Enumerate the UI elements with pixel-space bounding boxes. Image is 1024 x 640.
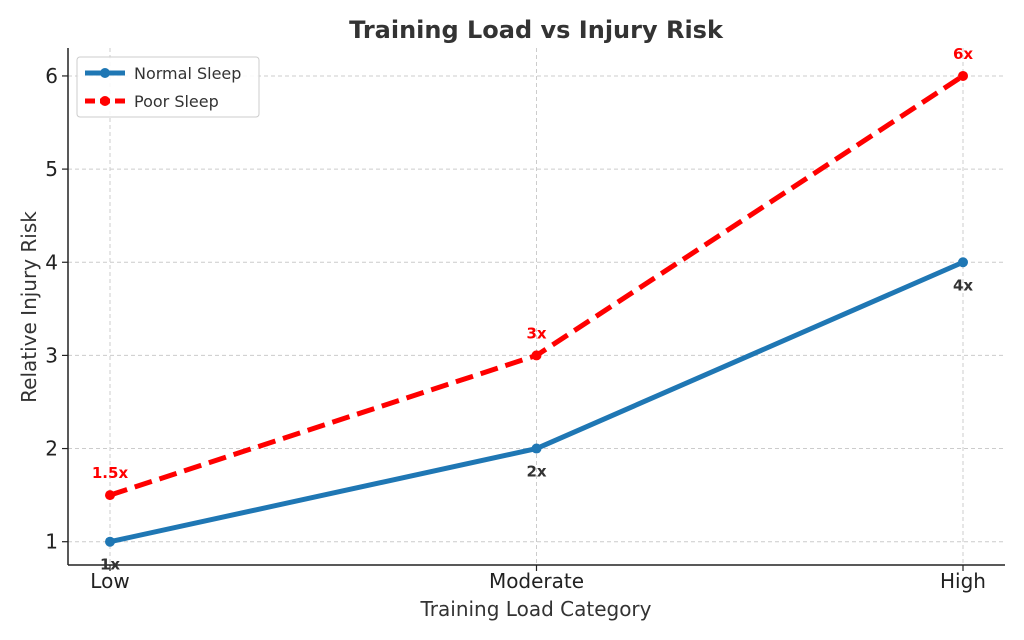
legend-marker-2 — [100, 96, 110, 106]
series-point-2 — [958, 70, 968, 81]
data-label-2: 3x — [526, 324, 546, 342]
y-tick-label: 1 — [45, 530, 58, 554]
legend-marker-1 — [100, 68, 110, 78]
data-label-2: 1.5x — [92, 464, 129, 482]
chart-title: Training Load vs Injury Risk — [349, 16, 724, 44]
x-axis-label: Training Load Category — [420, 597, 652, 621]
x-tick-label: Moderate — [489, 569, 584, 593]
data-label-1: 2x — [526, 463, 546, 481]
legend-entry-2: Poor Sleep — [134, 92, 219, 111]
legend: Normal Sleep Poor Sleep — [76, 56, 260, 118]
series-line-2 — [109, 73, 965, 498]
y-tick-label: 5 — [45, 157, 58, 181]
y-tick-label: 6 — [45, 64, 58, 88]
data-label-1: 1x — [100, 556, 120, 574]
data-labels: 1x 2x 4x 1.5x 3x 6x — [92, 45, 973, 574]
x-tick-label: High — [940, 569, 986, 593]
y-tick-label: 4 — [45, 250, 58, 274]
series-point-1 — [958, 257, 968, 268]
x-tick-label: Low — [90, 569, 129, 593]
series-point-1 — [105, 536, 115, 547]
series-point-1 — [531, 443, 542, 454]
series-point-2 — [531, 350, 542, 361]
series-point-2 — [105, 490, 115, 501]
y-tick-label: 2 — [45, 437, 58, 461]
data-label-1: 4x — [953, 276, 973, 294]
y-axis-label: Relative Injury Risk — [17, 211, 41, 403]
data-label-2: 6x — [953, 45, 973, 63]
grid — [68, 48, 1005, 565]
series-layer — [105, 70, 968, 547]
y-tick-label: 3 — [45, 343, 58, 367]
axes: 1 2 3 4 5 6 Low Moderate High — [45, 48, 1005, 593]
legend-entry-1: Normal Sleep — [134, 64, 241, 83]
